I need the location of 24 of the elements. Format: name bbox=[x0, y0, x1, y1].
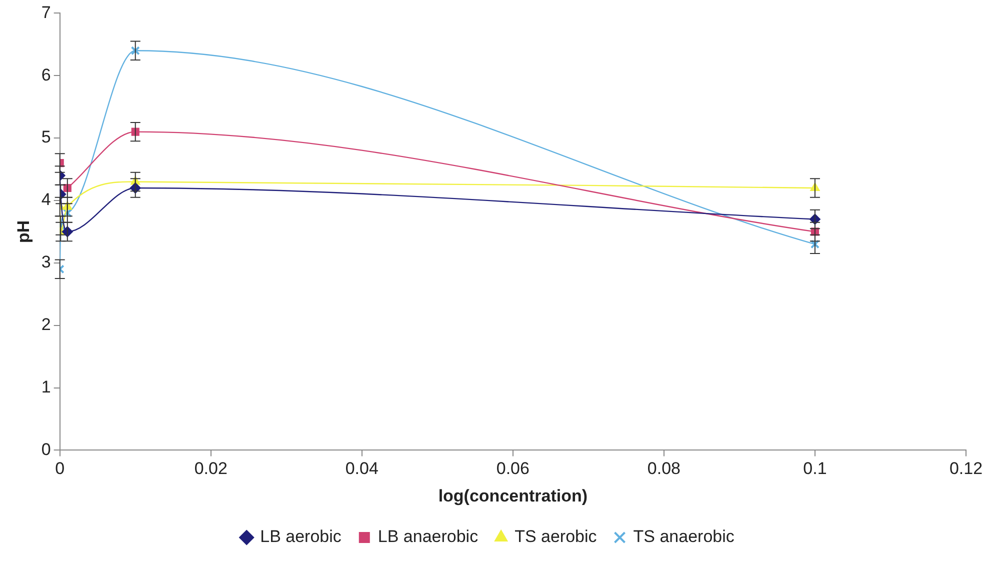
y-tick-label: 0 bbox=[41, 440, 51, 459]
point bbox=[62, 208, 72, 218]
point bbox=[810, 240, 820, 249]
x-tick-label: 0 bbox=[55, 459, 65, 478]
x-axis-title: log(concentration) bbox=[438, 486, 588, 506]
y-tick-label: 4 bbox=[41, 190, 51, 210]
point bbox=[130, 46, 140, 56]
y-tick-label: 6 bbox=[41, 65, 51, 84]
y-tick-label: 3 bbox=[41, 252, 51, 272]
y-tick-label: 5 bbox=[41, 128, 51, 147]
y-tick-label: 7 bbox=[41, 2, 51, 22]
y-tick-label: 1 bbox=[41, 377, 51, 396]
x-tick-label: 0.08 bbox=[647, 459, 680, 478]
x-tick-label: 0.1 bbox=[803, 459, 827, 478]
legend-label: TS anaerobic bbox=[633, 527, 735, 546]
y-tick-label: 2 bbox=[41, 315, 51, 334]
legend-label: LB aerobic bbox=[260, 527, 342, 546]
y-axis-title: pH bbox=[14, 220, 33, 244]
x-tick-label: 0.02 bbox=[194, 459, 228, 478]
x-tick-label: 0.04 bbox=[345, 459, 378, 478]
x-tick-label: 0.12 bbox=[949, 459, 983, 478]
legend-label: TS aerobic bbox=[514, 527, 598, 546]
x-tick-label: 0.06 bbox=[496, 459, 530, 478]
legend-label: LB anaerobic bbox=[378, 527, 479, 546]
